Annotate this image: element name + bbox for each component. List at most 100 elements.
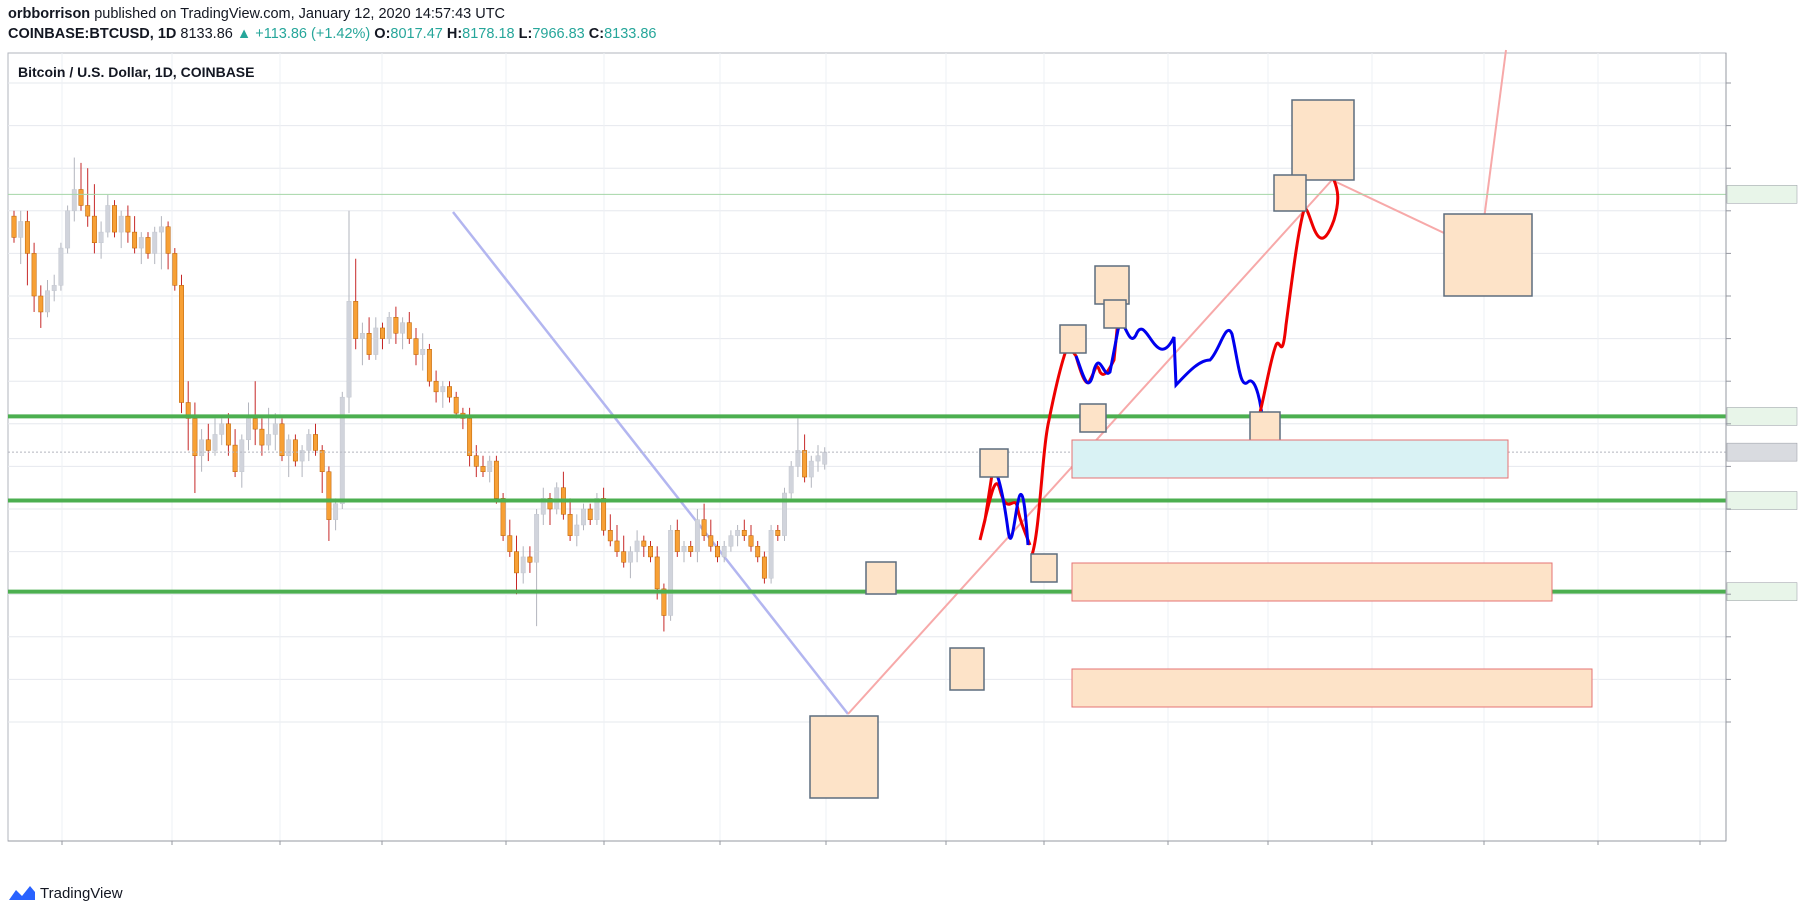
candle-body xyxy=(601,498,607,531)
candle-body xyxy=(748,535,754,547)
candle-body xyxy=(51,285,57,291)
candle-body xyxy=(614,540,620,552)
ohlc-line: COINBASE:BTCUSD, 1D 8133.86 ▲ +113.86 (+… xyxy=(8,24,657,44)
candle-body xyxy=(145,237,151,254)
candle-body xyxy=(681,546,687,552)
candle-body xyxy=(179,285,184,403)
candle-body xyxy=(701,519,707,536)
micro-1-label-box xyxy=(979,448,1009,478)
candle-body xyxy=(333,503,339,520)
note-flat-for-days-box xyxy=(1071,562,1553,602)
wave-4-label-box xyxy=(1249,411,1281,443)
candle-body xyxy=(802,450,808,478)
chart-title: Bitcoin / U.S. Dollar, 1D, COINBASE xyxy=(18,64,254,80)
candle-body xyxy=(31,253,37,297)
candle-body xyxy=(755,546,761,558)
candle-body xyxy=(534,514,540,563)
last-price: 8133.86 xyxy=(180,26,233,42)
low-label: L: xyxy=(518,26,533,42)
candle-body xyxy=(71,189,77,212)
candle-body xyxy=(782,492,787,536)
candle-body xyxy=(239,439,245,472)
candle-body xyxy=(447,386,452,398)
symbol-label: COINBASE:BTCUSD, 1D xyxy=(8,26,177,42)
candle-body xyxy=(366,333,372,355)
candle-body xyxy=(373,327,379,355)
candle-body xyxy=(65,210,71,249)
wave-labels xyxy=(809,99,1533,799)
candle-body xyxy=(152,231,158,254)
candle-body xyxy=(467,418,473,457)
candle-body xyxy=(353,301,359,339)
z-downtrend-line xyxy=(452,211,849,715)
candle-body xyxy=(125,215,131,233)
candle-body xyxy=(118,215,124,233)
micro-wave-red-path xyxy=(978,454,1032,546)
candle-body xyxy=(788,466,794,494)
change-value: +113.86 (+1.42%) xyxy=(255,26,371,42)
wave-5-red-path xyxy=(1256,179,1340,421)
candle-body xyxy=(266,434,272,446)
wave-ii-label-box xyxy=(1443,213,1533,297)
wave-z-label-box xyxy=(809,715,879,799)
candle-body xyxy=(581,508,586,526)
candle-body xyxy=(225,423,231,446)
candle-body xyxy=(91,215,97,243)
candle-body xyxy=(58,247,64,286)
candle-body xyxy=(24,221,30,254)
author-name[interactable]: orbborrison xyxy=(8,6,91,22)
candle-body xyxy=(185,402,191,419)
candle-body xyxy=(735,530,741,536)
candle-body xyxy=(674,530,680,552)
candle-body xyxy=(132,231,138,249)
time-axis[interactable] xyxy=(8,840,1726,845)
candle-body xyxy=(326,471,332,520)
candle-body xyxy=(574,524,580,536)
candle-body xyxy=(192,418,198,457)
annotations xyxy=(1071,439,1593,708)
candle-body xyxy=(199,439,205,456)
candle-body xyxy=(45,290,50,313)
candle-body xyxy=(246,418,251,441)
tradingview-logo[interactable]: TradingView xyxy=(8,884,123,902)
candle-body xyxy=(815,455,821,462)
candle-body xyxy=(400,322,406,334)
candle-body xyxy=(292,439,298,462)
candle-body xyxy=(473,455,479,467)
grid xyxy=(8,53,1726,841)
candle-body xyxy=(440,386,446,393)
candle-body xyxy=(500,498,506,536)
candle-body xyxy=(272,423,278,435)
publish-info: published on TradingView.com, January 12… xyxy=(94,6,506,22)
candle-body xyxy=(299,450,305,462)
close-label: C: xyxy=(588,26,605,42)
wave-i-label-box xyxy=(1291,99,1355,181)
candle-body xyxy=(661,588,667,616)
price-level-badge xyxy=(1726,185,1798,204)
candle-body xyxy=(527,556,533,563)
candle-body xyxy=(741,530,747,536)
candle-body xyxy=(359,333,365,339)
candle-body xyxy=(420,349,426,355)
candle-body xyxy=(393,317,399,334)
micro-4-label-box xyxy=(1079,403,1107,433)
candle-body xyxy=(413,338,419,355)
candle-body xyxy=(520,556,526,574)
candle-body xyxy=(594,498,600,520)
chart-header: orbborrison published on TradingView.com… xyxy=(8,4,657,44)
projection-paths xyxy=(978,179,1340,556)
candle-body xyxy=(715,546,720,558)
candle-body xyxy=(386,317,392,339)
candle-body xyxy=(808,460,814,478)
candle-body xyxy=(380,327,385,339)
price-axis[interactable] xyxy=(1725,53,1731,841)
open-label: O: xyxy=(374,26,391,42)
price-level-badge xyxy=(1726,582,1798,601)
candle-body xyxy=(346,301,352,398)
candle-body xyxy=(406,322,412,339)
candle-body xyxy=(78,189,84,206)
candle-body xyxy=(205,439,211,451)
candle-body xyxy=(480,466,486,472)
candle-body xyxy=(721,546,727,558)
